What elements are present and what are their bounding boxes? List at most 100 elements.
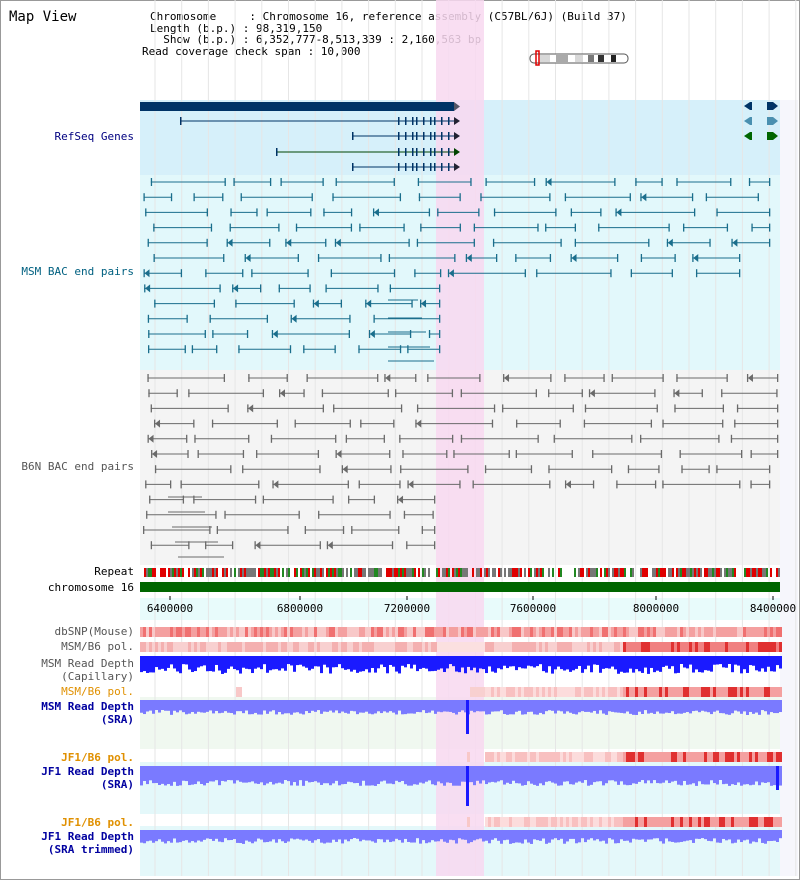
msm-b6-pol-cell [383, 642, 386, 652]
msm-b6-pol2-cell [776, 687, 779, 697]
track-label-b6n-bac[interactable]: B6N BAC end pairs [21, 460, 134, 473]
msm-cap-depth-bar [485, 656, 488, 674]
msm-b6-pol-cell [767, 642, 770, 652]
jf1-b6-pol2-cell [524, 817, 527, 827]
dbsnp-cell [203, 627, 206, 637]
b6n-bac-pair-end [407, 480, 409, 489]
repeat-element [464, 568, 466, 577]
msm-cap-depth-bar [683, 656, 686, 668]
msm-b6-pol-cell [608, 642, 611, 652]
repeat-element [694, 568, 696, 577]
dbsnp-cell [236, 627, 239, 637]
jf1-trim-depth-bar [446, 830, 449, 843]
msm-sra-depth-bar [293, 700, 296, 713]
track-label-jf1-b6-pol-2[interactable]: JF1/B6 pol. [61, 816, 134, 829]
msm-bac-pair-end [350, 223, 353, 232]
track-label-msm-depth-cap[interactable]: MSM Read Depth [41, 657, 134, 670]
b6n-bac-pair-end [272, 480, 274, 489]
jf1-sra-depth-bar [392, 766, 395, 785]
chromosome-ideogram[interactable] [529, 50, 629, 66]
msm-b6-pol-cell [635, 642, 638, 652]
refseq-gene-glyph[interactable] [744, 117, 752, 125]
jf1-sra-depth-bar [518, 766, 521, 784]
refseq-gene-glyph[interactable] [767, 117, 778, 125]
msm-cap-depth-bar [308, 656, 311, 671]
msm-sra-depth-bar [269, 700, 272, 712]
dbsnp-cell [200, 627, 203, 637]
track-features[interactable]: 6400000 6800000 7200000 7600000 8000000 84000… [140, 102, 796, 844]
b6n-bac-pair-end [389, 510, 391, 519]
msm-b6-pol2-cell [773, 687, 776, 697]
refseq-gene-glyph[interactable] [744, 102, 752, 110]
msm-b6-pol-cell [413, 642, 416, 652]
dbsnp-cell [293, 627, 296, 637]
b6n-bac-pair-arrow [342, 465, 348, 474]
msm-cap-depth-bar [539, 656, 542, 665]
jf1-sra-depth-bar [188, 766, 191, 786]
msm-cap-depth-bar [335, 656, 338, 668]
selected-region-highlight[interactable] [436, 0, 484, 876]
track-label-msm-depth-sra[interactable]: MSM Read Depth [41, 700, 134, 713]
repeat-element [758, 568, 760, 577]
repeat-element [288, 568, 290, 577]
track-label-jf1-depth-trim[interactable]: JF1 Read Depth [41, 830, 134, 843]
b6n-bac-pair-end [395, 389, 397, 398]
jf1-sra-depth-bar [665, 766, 668, 781]
dbsnp-cell [233, 627, 236, 637]
gene-bar[interactable] [140, 102, 454, 111]
jf1-b6-pol-cell [671, 752, 674, 762]
track-label-msm-bac[interactable]: MSM BAC end pairs [21, 265, 134, 278]
msm-bac-pair-end [373, 314, 375, 323]
refseq-gene-glyph[interactable] [767, 102, 778, 110]
msm-bac-pair-arrow [373, 208, 379, 217]
jf1-sra-depth-bar [779, 766, 782, 786]
jf1-b6-pol2-cell [521, 817, 524, 827]
repeat-element [662, 568, 664, 577]
msm-sra-depth-bar [152, 700, 155, 714]
refseq-gene-glyph[interactable] [767, 132, 778, 140]
track-label-jf1-b6-pol-1[interactable]: JF1/B6 pol. [61, 751, 134, 764]
repeat-element [696, 568, 698, 577]
msm-sra-depth-bar [272, 700, 275, 711]
repeat-element [378, 568, 380, 577]
msm-cap-depth-bar [488, 656, 491, 667]
jf1-sra-depth-bar [335, 766, 338, 781]
refseq-exon [430, 148, 432, 156]
jf1-sra-depth-bar [323, 766, 326, 784]
msm-cap-depth-bar [326, 656, 329, 668]
msm-bac-pair-end [648, 238, 650, 247]
chromosome-bar[interactable] [140, 582, 780, 592]
msm-bac-pair-end [716, 208, 718, 217]
track-label-msm-b6-pol-1[interactable]: MSM/B6 pol. [61, 640, 134, 653]
jf1-trim-depth-bar [239, 830, 242, 844]
repeat-element [484, 568, 486, 577]
repeat-element [518, 568, 520, 577]
b6n-bac-pair-end [416, 404, 419, 413]
msm-cap-depth-bar [674, 656, 677, 674]
repeat-element [514, 568, 516, 577]
refseq-exon [423, 132, 425, 140]
msm-bac-pair-end [705, 193, 708, 202]
b6n-bac-pair-end [736, 404, 739, 413]
track-label-dbsnp[interactable]: dbSNP(Mouse) [54, 625, 134, 638]
jf1-sra-depth-spike [776, 766, 779, 790]
msm-bac-pair-end [280, 178, 282, 186]
msm-b6-pol-cell [725, 642, 728, 652]
track-label-jf1-depth-sra[interactable]: JF1 Read Depth [41, 765, 134, 778]
msm-b6-pol-cell [149, 642, 152, 652]
refseq-gene-glyph[interactable] [744, 132, 752, 140]
msm-cap-depth-bar [557, 656, 560, 667]
track-label-msm-b6-pol-2[interactable]: MSM/B6 pol. [61, 685, 134, 698]
jf1-sra-depth-bar [737, 766, 740, 783]
jf1-sra-depth-bar [629, 766, 632, 786]
repeat-element [612, 568, 614, 577]
jf1-sra-depth-bar [389, 766, 392, 784]
b6n-bac-pair-end [584, 404, 587, 413]
dbsnp-cell [401, 627, 404, 637]
track-label-refseq[interactable]: RefSeq Genes [54, 130, 134, 143]
dbsnp-cell [701, 627, 704, 637]
b6n-bac-pair-end [186, 434, 188, 443]
b6n-bac-pair-end [391, 541, 394, 550]
jf1-trim-depth-bar [524, 830, 527, 840]
